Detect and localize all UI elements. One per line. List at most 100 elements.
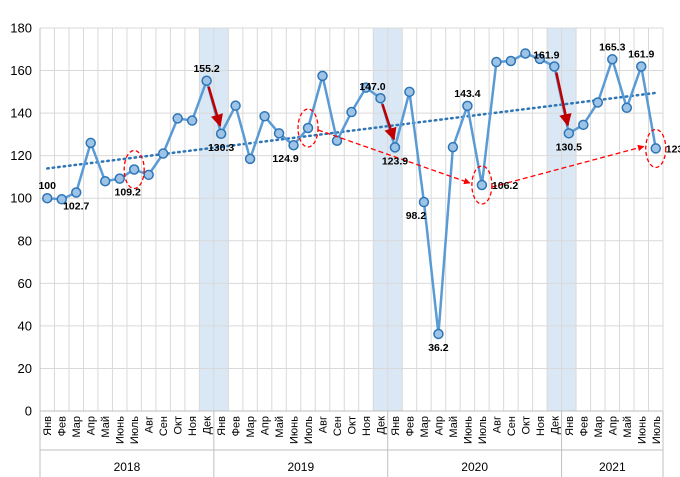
x-tick-label: Ноя bbox=[361, 416, 373, 436]
data-label: 36.2 bbox=[428, 342, 449, 354]
x-tick-label: Окт bbox=[173, 416, 185, 435]
highlight-ellipse bbox=[297, 108, 319, 148]
data-label: 124.9 bbox=[272, 153, 298, 165]
gridlines bbox=[39, 27, 664, 412]
data-point bbox=[114, 173, 125, 184]
y-tick-label: 40 bbox=[18, 318, 32, 333]
data-labels: 100 102.7 109.2 155.2 130.3 124.9 147.0 123.9 98… bbox=[38, 41, 680, 354]
x-tick-label: Фев bbox=[231, 416, 243, 436]
data-point bbox=[41, 192, 53, 204]
data-point bbox=[505, 55, 517, 67]
data-point bbox=[549, 61, 560, 72]
data-point bbox=[186, 115, 198, 126]
data-label: 165.3 bbox=[599, 41, 625, 53]
year-label: 2019 bbox=[287, 460, 314, 474]
data-point bbox=[230, 100, 241, 111]
data-label: 102.7 bbox=[63, 200, 89, 212]
x-tick-label: Июнь bbox=[636, 416, 648, 444]
year-label: 2020 bbox=[461, 460, 488, 474]
x-tick-label: Апр bbox=[86, 416, 98, 435]
data-point bbox=[128, 164, 140, 175]
x-tick-label: Апр bbox=[260, 416, 272, 435]
x-tick-label: Ноя bbox=[535, 416, 547, 436]
data-point bbox=[172, 113, 183, 124]
data-point bbox=[244, 153, 256, 165]
data-point bbox=[447, 141, 459, 153]
x-tick-label: Апр bbox=[433, 416, 445, 435]
y-tick-label: 100 bbox=[10, 191, 32, 206]
data-point bbox=[157, 148, 169, 159]
data-point bbox=[607, 54, 618, 65]
x-tick-label: Май bbox=[100, 416, 112, 438]
data-point bbox=[563, 128, 575, 139]
data-label: 143.4 bbox=[454, 88, 480, 100]
year-label: 2021 bbox=[599, 460, 626, 474]
data-point bbox=[273, 128, 285, 139]
x-tick-label: Июль bbox=[651, 416, 663, 444]
data-label: 98.2 bbox=[406, 210, 427, 222]
data-point bbox=[99, 175, 111, 187]
data-point bbox=[346, 106, 357, 118]
y-tick-label: 0 bbox=[25, 404, 32, 419]
y-tick-label: 80 bbox=[18, 233, 32, 248]
annotations bbox=[123, 72, 667, 205]
trend-arrow bbox=[491, 144, 645, 188]
data-point bbox=[418, 196, 430, 208]
highlight-ellipse bbox=[645, 128, 667, 169]
highlight-ellipse bbox=[471, 165, 493, 205]
x-tick-label: Ноя bbox=[187, 416, 199, 436]
data-point bbox=[85, 137, 96, 149]
x-tick-label: Авг bbox=[144, 416, 156, 433]
x-tick-label: Авг bbox=[318, 416, 330, 433]
x-tick-label: Авг bbox=[491, 416, 503, 433]
data-point bbox=[491, 56, 502, 68]
data-point bbox=[143, 169, 154, 181]
x-tick-label: Мар bbox=[593, 416, 605, 438]
x-tick-label: Мар bbox=[245, 416, 257, 438]
data-point bbox=[259, 111, 270, 122]
trend-arrow bbox=[317, 129, 471, 185]
y-tick-label: 140 bbox=[10, 106, 32, 121]
x-tick-label: Фев bbox=[57, 416, 69, 436]
x-tick-label: Янв bbox=[564, 416, 576, 436]
drop-arrow bbox=[207, 86, 223, 127]
data-point bbox=[520, 48, 531, 59]
data-point bbox=[215, 128, 227, 140]
data-label: 123.4 bbox=[666, 143, 680, 155]
x-tick-label: Июнь bbox=[115, 416, 127, 444]
data-point bbox=[389, 142, 401, 153]
data-point bbox=[636, 61, 647, 72]
x-tick-label: Сен bbox=[158, 416, 170, 436]
data-point bbox=[302, 122, 314, 134]
x-tick-label: Сен bbox=[332, 416, 344, 436]
data-label: 100 bbox=[38, 180, 56, 192]
x-tick-label: Июнь bbox=[289, 416, 301, 444]
data-label: 155.2 bbox=[193, 63, 219, 75]
x-tick-label: Фев bbox=[578, 416, 590, 436]
y-tick-label: 20 bbox=[18, 361, 32, 376]
data-label: 130.5 bbox=[556, 141, 582, 153]
data-label: 161.9 bbox=[628, 49, 654, 61]
drop-arrow bbox=[381, 103, 397, 141]
y-tick-label: 120 bbox=[10, 148, 32, 163]
x-tick-label: Июль bbox=[129, 416, 141, 444]
x-tick-label: Мар bbox=[71, 416, 83, 438]
data-point bbox=[592, 97, 604, 108]
highlight-ellipse bbox=[123, 149, 145, 190]
data-label: 130.3 bbox=[208, 142, 234, 154]
data-label: 161.9 bbox=[533, 50, 559, 62]
x-tick-label: Июль bbox=[477, 416, 489, 444]
x-tick-label: Мар bbox=[419, 416, 431, 438]
x-tick-label: Июнь bbox=[462, 416, 474, 444]
y-tick-label: 60 bbox=[18, 276, 32, 291]
x-tick-label: Янв bbox=[216, 416, 228, 436]
year-label: 2018 bbox=[114, 460, 141, 474]
data-point bbox=[317, 70, 328, 82]
y-tick-label: 180 bbox=[10, 21, 32, 36]
drop-arrow bbox=[555, 72, 572, 127]
x-tick-label: Апр bbox=[607, 416, 619, 435]
data-point bbox=[288, 139, 299, 151]
x-tick-label: Июль bbox=[303, 416, 315, 444]
data-point bbox=[534, 53, 546, 65]
